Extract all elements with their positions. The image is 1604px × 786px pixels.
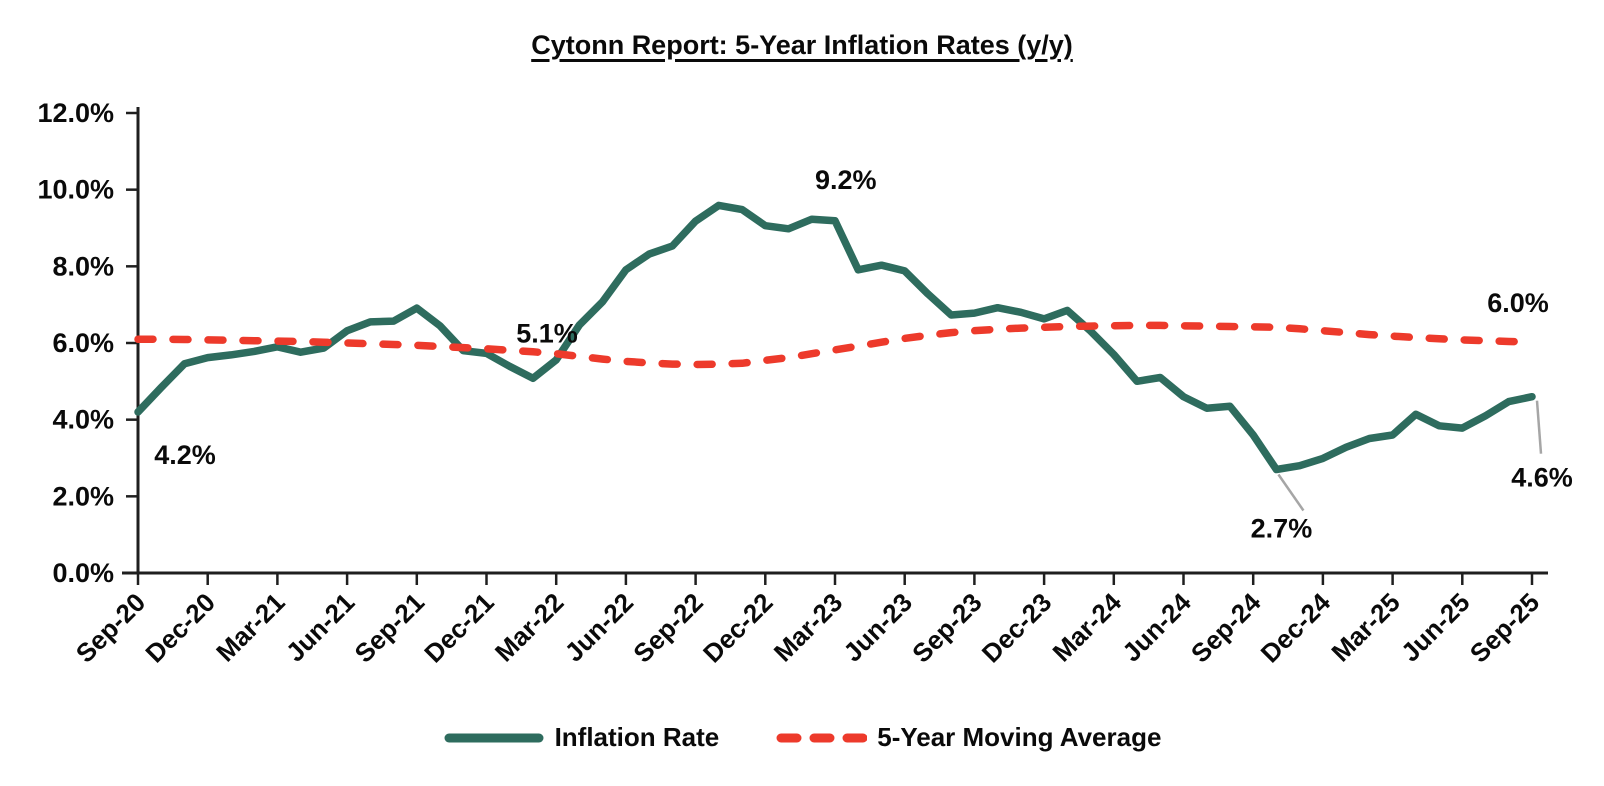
x-tick-label: Mar-23: [768, 587, 848, 667]
y-tick-label: 2.0%: [52, 481, 114, 511]
x-tick-label: Sep-24: [1185, 587, 1267, 669]
data-label: 6.0%: [1487, 288, 1549, 318]
inflation-line-swatch-icon: [444, 733, 544, 742]
x-tick-label: Dec-20: [139, 587, 221, 669]
x-tick-label: Mar-21: [210, 587, 290, 667]
moving-average-swatch-icon: [776, 733, 868, 742]
y-tick-label: 6.0%: [52, 328, 114, 358]
chart-legend: Inflation Rate 5-Year Moving Average: [0, 722, 1604, 753]
legend-label-moving-average: 5-Year Moving Average: [877, 722, 1162, 752]
y-tick-label: 4.0%: [52, 405, 114, 435]
leader-line: [1535, 400, 1543, 454]
x-tick-label: Sep-25: [1464, 587, 1546, 669]
data-label: 5.1%: [516, 318, 578, 348]
data-label: 4.6%: [1511, 463, 1573, 493]
y-tick-label: 0.0%: [52, 558, 114, 588]
legend-item-moving-average: 5-Year Moving Average: [775, 722, 1161, 753]
data-label: 4.2%: [154, 440, 216, 470]
x-tick-label: Jun-24: [1116, 587, 1197, 668]
data-label: 9.2%: [815, 165, 877, 195]
x-tick-label: Sep-21: [349, 587, 431, 669]
inflation-rate-line: [134, 201, 1536, 474]
legend-label-inflation-rate: Inflation Rate: [554, 722, 720, 752]
x-tick-label: Dec-21: [418, 587, 500, 669]
y-tick-label: 10.0%: [37, 175, 114, 205]
x-tick-label: Dec-24: [1255, 587, 1337, 669]
x-tick-label: Jun-23: [837, 587, 917, 667]
y-tick-label: 12.0%: [37, 98, 114, 128]
moving-average-line: [134, 321, 1536, 369]
chart-title: Cytonn Report: 5-Year Inflation Rates (y…: [531, 30, 1073, 60]
legend-item-inflation-rate: Inflation Rate: [443, 722, 720, 753]
x-tick-label: Mar-22: [489, 587, 569, 667]
x-tick-label: Mar-24: [1047, 587, 1128, 668]
x-tick-label: Sep-22: [627, 587, 709, 669]
x-tick-label: Dec-23: [976, 587, 1058, 669]
x-tick-label: Jun-21: [280, 587, 360, 667]
x-tick-label: Dec-22: [697, 587, 779, 669]
y-tick-label: 8.0%: [52, 251, 114, 281]
data-label: 2.7%: [1251, 514, 1313, 544]
leader-line: [1277, 473, 1305, 512]
x-tick-label: Sep-23: [906, 587, 988, 669]
x-tick-label: Mar-25: [1325, 587, 1405, 667]
x-tick-label: Jun-22: [559, 587, 639, 667]
x-tick-label: Jun-25: [1395, 587, 1475, 667]
x-tick-label: Sep-20: [70, 587, 152, 669]
